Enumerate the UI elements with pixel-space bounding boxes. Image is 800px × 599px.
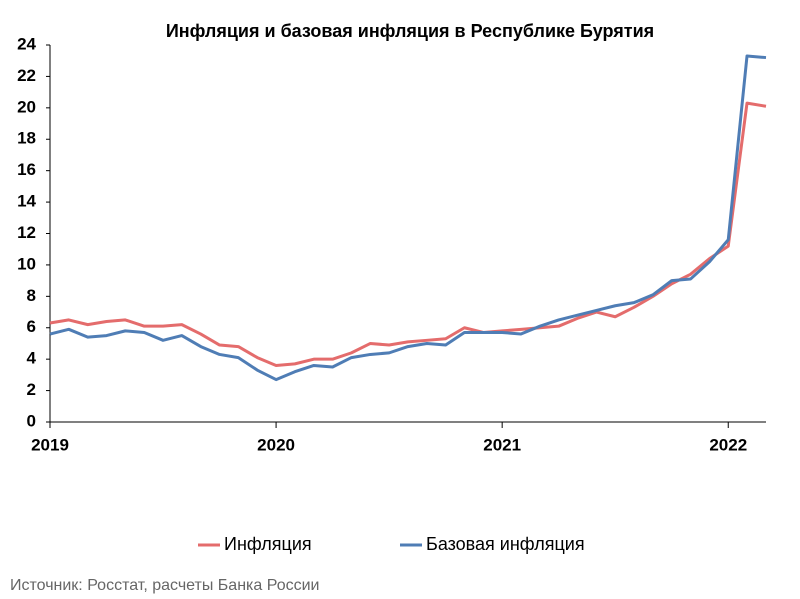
legend-label: Инфляция — [224, 534, 312, 554]
y-tick-label: 22 — [17, 66, 36, 85]
y-tick-label: 18 — [17, 129, 36, 148]
y-tick-label: 20 — [17, 97, 36, 116]
series-line — [49, 101, 767, 367]
y-tick-label: 4 — [27, 349, 37, 368]
y-tick-label: 8 — [27, 286, 36, 305]
y-tick-label: 2 — [27, 380, 36, 399]
y-tick-label: 16 — [17, 160, 36, 179]
y-tick-label: 10 — [17, 254, 36, 273]
x-tick-label: 2020 — [257, 435, 295, 454]
y-tick-label: 24 — [17, 34, 36, 53]
y-tick-label: 0 — [27, 411, 36, 430]
y-tick-label: 14 — [17, 192, 36, 211]
series-line — [49, 54, 767, 382]
x-tick-label: 2019 — [31, 435, 69, 454]
y-tick-label: 6 — [27, 317, 36, 336]
source-note: Источник: Росстат, расчеты Банка России — [10, 577, 319, 594]
legend-label: Базовая инфляция — [426, 534, 585, 554]
y-tick-label: 12 — [17, 223, 36, 242]
x-tick-label: 2022 — [709, 435, 747, 454]
chart-title: Инфляция и базовая инфляция в Республике… — [166, 21, 654, 41]
x-tick-label: 2021 — [483, 435, 521, 454]
